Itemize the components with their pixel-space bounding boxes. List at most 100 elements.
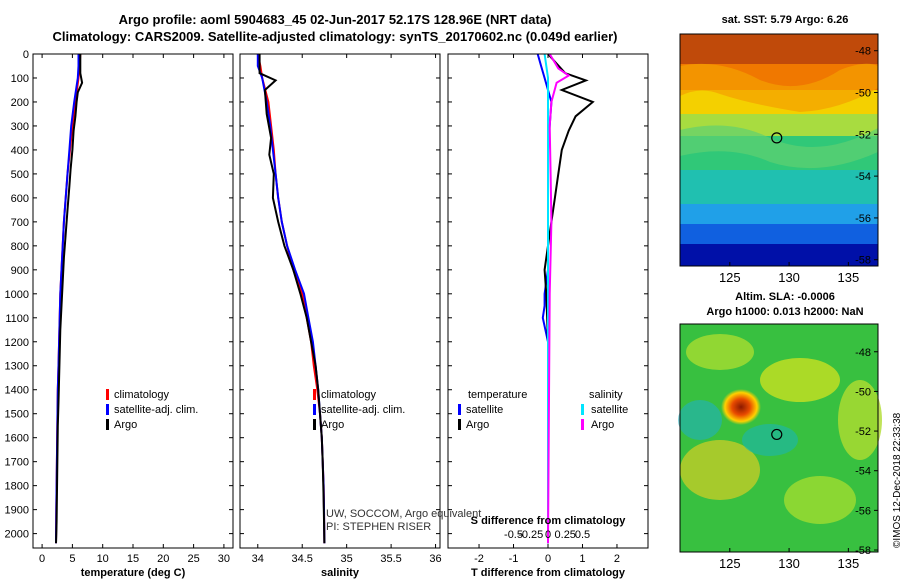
legend-label: Argo	[466, 419, 489, 431]
x-tick-label: 0	[39, 553, 45, 565]
y-tick-label: 1200	[5, 337, 29, 349]
sla-map-title-line2: Argo h1000: 0.013 h2000: NaN	[706, 306, 864, 318]
figure-title-line1: Argo profile: aoml 5904683_45 02-Jun-201…	[118, 12, 552, 27]
y-tick-label: 200	[11, 97, 29, 109]
s-axis-label: S difference from climatology	[471, 515, 627, 527]
y-tick-label: 1400	[5, 385, 29, 397]
x-tick-label: 0	[545, 553, 551, 565]
lon-tick-label: 125	[719, 270, 741, 285]
lat-tick-label: -48	[855, 46, 871, 58]
float-position-marker	[771, 132, 783, 144]
legend-label: satellite	[591, 404, 628, 416]
credit-line1: UW, SOCCOM, Argo equivalent	[326, 508, 481, 520]
legend-label: climatology	[114, 389, 170, 401]
temperature-panel: 0100200300400500600700800900100011001200…	[5, 49, 234, 579]
lon-tick-label: 130	[778, 270, 800, 285]
x-tick-label: 25	[187, 553, 199, 565]
sla-blob	[784, 476, 856, 524]
x-tick-label: -1	[509, 553, 519, 565]
sst-map-frame	[679, 33, 879, 267]
legend-label: satellite-adj. clim.	[114, 404, 198, 416]
s-tick-label: -0.25	[518, 529, 543, 541]
x-tick-label: 34	[252, 553, 264, 565]
y-tick-label: 1600	[5, 433, 29, 445]
legend-label: salinity	[589, 389, 623, 401]
legend-swatch	[106, 389, 109, 400]
y-tick-label: 100	[11, 73, 29, 85]
sst-band-7	[680, 204, 878, 224]
lon-tick-label: 125	[719, 556, 741, 571]
temperature-series-satellite-adj-clim-	[55, 54, 80, 544]
difference-panel: -2 -1 0 1 2 T difference from climatology temp…	[447, 53, 649, 579]
sst-map-axes: 125 130 135 -48 -50 -52 -54 -56 -58	[719, 46, 878, 285]
y-tick-label: 1500	[5, 409, 29, 421]
sla-blob	[680, 440, 760, 500]
legend-swatch	[106, 419, 109, 430]
legend-label: temperature	[468, 389, 527, 401]
lat-tick-label: -58	[855, 255, 871, 267]
salinity-panel: 34 34.5 35 35.5 36 salinity climatology satelli…	[239, 53, 442, 579]
x-axis-label: salinity	[321, 567, 360, 579]
x-tick-label: 34.5	[292, 553, 313, 565]
x-tick-label: 20	[157, 553, 169, 565]
lat-tick-label: -52	[855, 426, 871, 438]
legend-swatch	[458, 404, 461, 415]
y-tick-label: 300	[11, 121, 29, 133]
y-tick-label: 1700	[5, 457, 29, 469]
x-tick-label: 2	[614, 553, 620, 565]
lat-tick-label: -56	[855, 505, 871, 517]
sla-map-frame	[679, 323, 879, 553]
y-tick-label: 400	[11, 145, 29, 157]
difference-series-salinity-satellite	[543, 53, 549, 544]
sla-blob	[686, 334, 754, 370]
salinity-series-climatology	[256, 53, 326, 544]
legend-label: satellite	[466, 404, 503, 416]
x-tick-label: 30	[218, 553, 230, 565]
sla-blob	[838, 380, 882, 460]
legend-label: Argo	[321, 419, 344, 431]
legend-swatch	[313, 419, 316, 430]
salinity-series-argo	[258, 54, 326, 544]
legend-swatch	[581, 419, 584, 430]
sst-band-8	[680, 224, 878, 244]
lat-tick-label: -50	[855, 88, 871, 100]
lat-tick-label: -48	[855, 347, 871, 359]
legend-swatch	[581, 404, 584, 415]
x-tick-label: -2	[474, 553, 484, 565]
sst-band-6	[680, 170, 878, 204]
legend-label: satellite-adj. clim.	[321, 404, 405, 416]
plot-frame	[447, 53, 649, 549]
difference-series-argo	[543, 53, 595, 544]
y-tick-label: 500	[11, 169, 29, 181]
credit-line2: PI: STEPHEN RISER	[326, 521, 431, 533]
lon-tick-label: 135	[838, 556, 860, 571]
legend-swatch	[106, 404, 109, 415]
sla-map-axes: 125 130 135 -48 -50 -52 -54 -56 -58	[719, 347, 878, 571]
figure-title-line2: Climatology: CARS2009. Satellite-adjuste…	[52, 29, 618, 44]
x-axis-label: T difference from climatology	[471, 567, 626, 579]
float-position-marker	[771, 428, 783, 441]
sla-blob	[742, 424, 798, 456]
lon-tick-label: 135	[838, 270, 860, 285]
sst-band-1	[680, 34, 878, 64]
legend-label: Argo	[114, 419, 137, 431]
plot-frame	[32, 53, 234, 549]
sla-blob	[678, 400, 722, 440]
s-tick-label: 0.25	[555, 529, 576, 541]
legend-label: climatology	[321, 389, 377, 401]
lon-tick-label: 130	[778, 556, 800, 571]
temperature-series-argo	[55, 54, 84, 544]
y-tick-label: 700	[11, 217, 29, 229]
sla-map	[678, 323, 882, 553]
x-tick-label: 35.5	[380, 553, 401, 565]
legend-label: Argo	[591, 419, 614, 431]
s-tick-label: 0	[545, 529, 551, 541]
sla-warm-eddy	[721, 389, 761, 425]
x-tick-label: 5	[69, 553, 75, 565]
y-tick-label: 0	[23, 49, 29, 61]
y-tick-label: 1300	[5, 361, 29, 373]
sla-map-title-line1: Altim. SLA: -0.0006	[735, 291, 835, 303]
plot-frame	[239, 53, 441, 549]
lat-tick-label: -54	[855, 466, 871, 478]
